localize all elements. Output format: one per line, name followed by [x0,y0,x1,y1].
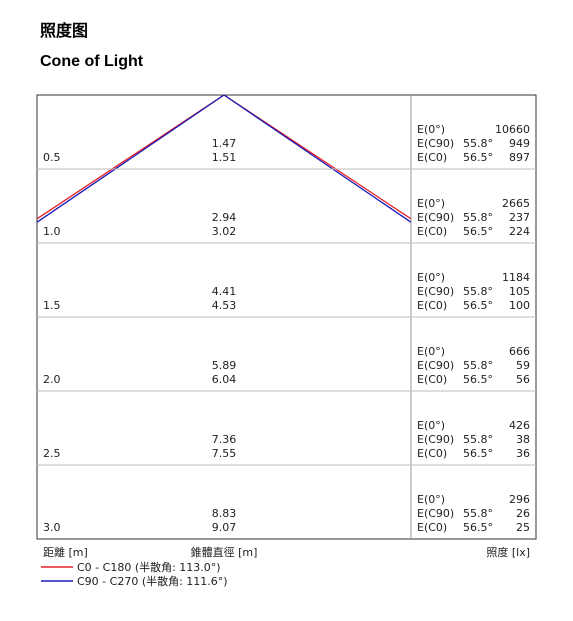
distance: 2.0 [43,373,61,386]
e-value: 237 [509,211,530,224]
subtitle: Cone of Light [40,53,144,70]
angle: 56.5° [463,521,493,534]
e-value: 224 [509,225,530,238]
diameter-c90: 5.89 [212,359,237,372]
e-value: 426 [509,419,530,432]
angle: 55.8° [463,507,493,520]
angle: 56.5° [463,151,493,164]
e-label: E(C90) [417,507,454,520]
e-label: E(C90) [417,433,454,446]
distance: 2.5 [43,447,61,460]
e-label: E(C90) [417,211,454,224]
e-label: E(0°) [417,271,445,284]
e-label: E(C0) [417,299,447,312]
title: 照度图 [40,21,88,40]
distance: 3.0 [43,521,61,534]
e-value: 25 [516,521,530,534]
distance: 1.0 [43,225,61,238]
e-value: 10660 [495,123,530,136]
e-value: 56 [516,373,530,386]
diameter-c0: 3.02 [212,225,237,238]
e-label: E(0°) [417,345,445,358]
e-label: E(C0) [417,447,447,460]
distance: 1.5 [43,299,61,312]
diameter-c0: 9.07 [212,521,237,534]
e-label: E(C0) [417,373,447,386]
illuminance-label: 照度 [lx] [486,545,530,559]
legend-label: C90 - C270 (半散角: 111.6°) [77,574,228,588]
angle: 56.5° [463,447,493,460]
e-value: 1184 [502,271,530,284]
diameter-c90: 8.83 [212,507,237,520]
angle: 56.5° [463,225,493,238]
e-value: 100 [509,299,530,312]
e-value: 897 [509,151,530,164]
e-label: E(0°) [417,197,445,210]
angle: 56.5° [463,299,493,312]
diameter-c90: 7.36 [212,433,237,446]
diameter-c0: 4.53 [212,299,237,312]
diameter-c0: 7.55 [212,447,237,460]
e-label: E(C90) [417,137,454,150]
e-value: 59 [516,359,530,372]
e-label: E(0°) [417,419,445,432]
distance: 0.5 [43,151,61,164]
diameter-c90: 2.94 [212,211,237,224]
e-value: 666 [509,345,530,358]
e-label: E(C90) [417,285,454,298]
angle: 55.8° [463,433,493,446]
e-value: 2665 [502,197,530,210]
legend-label: C0 - C180 (半散角: 113.0°) [77,560,221,574]
angle: 55.8° [463,359,493,372]
diameter-c90: 4.41 [212,285,237,298]
e-value: 38 [516,433,530,446]
diameter-c0: 6.04 [212,373,237,386]
angle: 56.5° [463,373,493,386]
e-label: E(C0) [417,225,447,238]
e-value: 296 [509,493,530,506]
angle: 55.8° [463,137,493,150]
e-label: E(0°) [417,493,445,506]
angle: 55.8° [463,211,493,224]
e-label: E(C0) [417,151,447,164]
e-value: 949 [509,137,530,150]
distance-label: 距離 [m] [43,545,88,559]
e-value: 105 [509,285,530,298]
diameter-c90: 1.47 [212,137,237,150]
diameter-c0: 1.51 [212,151,237,164]
rows: 0.5 1.471.51 E(0°) 10660 E(C90) 55.8° 949 E(C0)… [37,123,536,534]
diameter-label: 錐體直徑 [m] [191,545,258,559]
e-value: 26 [516,507,530,520]
angle: 55.8° [463,285,493,298]
e-value: 36 [516,447,530,460]
e-label: E(C90) [417,359,454,372]
e-label: E(0°) [417,123,445,136]
legend: C0 - C180 (半散角: 113.0°)C90 - C270 (半散角: … [41,560,228,588]
e-label: E(C0) [417,521,447,534]
